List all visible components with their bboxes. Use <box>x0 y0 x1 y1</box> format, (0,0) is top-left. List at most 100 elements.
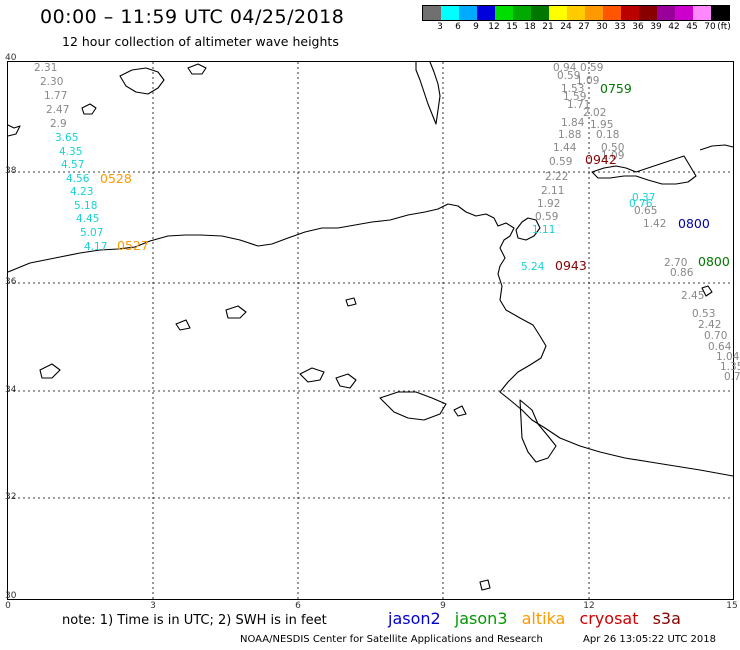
scale-swatch <box>549 6 567 20</box>
scale-label: 27 <box>578 22 590 32</box>
scale-label: 36 <box>632 22 644 32</box>
satellite-legend: jason2 jason3 altika cryosat s3a <box>388 609 690 628</box>
scale-label: 12 <box>488 22 500 32</box>
scale-label: 24 <box>560 22 572 32</box>
wave-height-value: 1.84 <box>561 117 585 129</box>
menorca <box>187 63 207 75</box>
crete <box>379 391 447 421</box>
wave-height-value: 4.17 <box>84 241 108 253</box>
island-h <box>479 579 491 591</box>
wave-height-value: 5.07 <box>80 227 104 239</box>
wave-height-value: 2.47 <box>46 104 70 116</box>
scale-label: 9 <box>473 22 479 32</box>
lat-label-36: 36 <box>5 277 17 287</box>
wave-height-value: 4.45 <box>76 213 100 225</box>
map-subtitle: 12 hour collection of altimeter wave hei… <box>62 34 339 49</box>
wave-height-value: 2.31 <box>34 62 58 74</box>
scale-swatch <box>567 6 585 20</box>
island-e <box>345 297 357 307</box>
scale-swatch <box>639 6 657 20</box>
scale-label: (ft) <box>717 22 731 32</box>
wave-height-value: 0.7 <box>724 371 740 383</box>
pass-time-0759: 0759 <box>600 81 632 96</box>
north-africa-coast <box>7 203 734 477</box>
italy-tip <box>699 144 734 151</box>
wave-height-value: 0.53 <box>692 308 716 320</box>
scale-swatch <box>693 6 711 20</box>
pass-time-0942: 0942 <box>585 152 617 167</box>
gulf-coast-b <box>519 399 557 463</box>
mallorca <box>119 67 165 95</box>
wave-height-value: 1.04 <box>716 351 740 363</box>
pass-time-0800-jason3: 0800 <box>698 254 730 269</box>
wave-height-value: 0.94 <box>553 62 577 74</box>
wave-height-value: 0.50 <box>601 142 625 154</box>
pass-time-0527: 0527 <box>117 238 149 253</box>
wave-height-value: 2.42 <box>698 319 722 331</box>
legend-altika: altika <box>521 609 566 628</box>
scale-swatch <box>495 6 513 20</box>
wave-height-value: 0.18 <box>596 129 620 141</box>
lat-label-40: 40 <box>5 53 17 63</box>
scale-label: 39 <box>650 22 662 32</box>
wave-height-value: 0.59 <box>580 62 604 74</box>
pass-time-0943: 0943 <box>555 258 587 273</box>
scale-label: 45 <box>686 22 698 32</box>
wave-height-value: 1.88 <box>558 129 582 141</box>
map-frame <box>7 61 734 600</box>
legend-cryosat: cryosat <box>579 609 639 628</box>
wave-height-value: 1.92 <box>537 198 561 210</box>
wave-height-value: 2.70 <box>664 257 688 269</box>
island-g <box>453 405 467 417</box>
island-f <box>39 363 61 379</box>
wave-height-value: 1.59 <box>563 91 587 103</box>
scale-label: 70 <box>704 22 716 32</box>
wave-height-value: 1.42 <box>643 218 667 230</box>
wave-height-value: 0.64 <box>708 341 732 353</box>
scale-label: 30 <box>596 22 608 32</box>
wave-height-value: 1.95 <box>590 119 614 131</box>
legend-jason3: jason3 <box>454 609 508 628</box>
scale-swatch <box>531 6 549 20</box>
wave-height-value: 0.76 <box>629 198 653 210</box>
wave-height-value: 5.24 <box>521 261 545 273</box>
sardinia <box>415 61 441 125</box>
wave-height-value: 1.77 <box>44 90 68 102</box>
lon-label-9: 9 <box>440 601 446 611</box>
legend-jason2: jason2 <box>388 609 441 628</box>
wave-height-value: 2.45 <box>681 290 705 302</box>
scale-swatch <box>675 6 693 20</box>
scale-swatch <box>459 6 477 20</box>
wave-height-value: 2.9 <box>50 118 67 130</box>
lon-label-12: 12 <box>583 601 595 611</box>
wave-height-value: 0.70 <box>704 330 728 342</box>
pass-time-0528: 0528 <box>100 171 132 186</box>
legend-s3a: s3a <box>652 609 681 628</box>
wave-height-value: 4.56 <box>66 173 90 185</box>
lon-label-3: 3 <box>150 601 156 611</box>
scale-label: 42 <box>668 22 680 32</box>
tunis-gulf <box>515 217 541 241</box>
scale-label: 18 <box>524 22 536 32</box>
wave-height-value: 2.02 <box>583 107 607 119</box>
scale-swatch <box>513 6 531 20</box>
lat-label-32: 32 <box>5 492 17 502</box>
generated-timestamp: Apr 26 13:05:22 UTC 2018 <box>583 634 716 645</box>
lat-label-34: 34 <box>5 385 17 395</box>
wave-height-value: 3.65 <box>55 132 79 144</box>
lon-label-0: 0 <box>5 601 11 611</box>
wave-height-value: 0.59 <box>557 70 581 82</box>
wave-height-value: 2.11 <box>541 185 565 197</box>
wave-height-value: 4.23 <box>70 186 94 198</box>
credit-text: NOAA/NESDIS Center for Satellite Applica… <box>240 634 543 645</box>
scale-swatch <box>657 6 675 20</box>
wave-height-value: 1.71 <box>567 99 591 111</box>
wave-height-value: 5.18 <box>74 200 98 212</box>
wave-height-color-scale <box>422 5 730 21</box>
wave-height-value: 0.65 <box>634 205 658 217</box>
scale-swatch <box>423 6 441 20</box>
lat-label-30: 30 <box>5 591 17 601</box>
scale-swatch <box>711 6 729 20</box>
scale-label: 21 <box>542 22 554 32</box>
